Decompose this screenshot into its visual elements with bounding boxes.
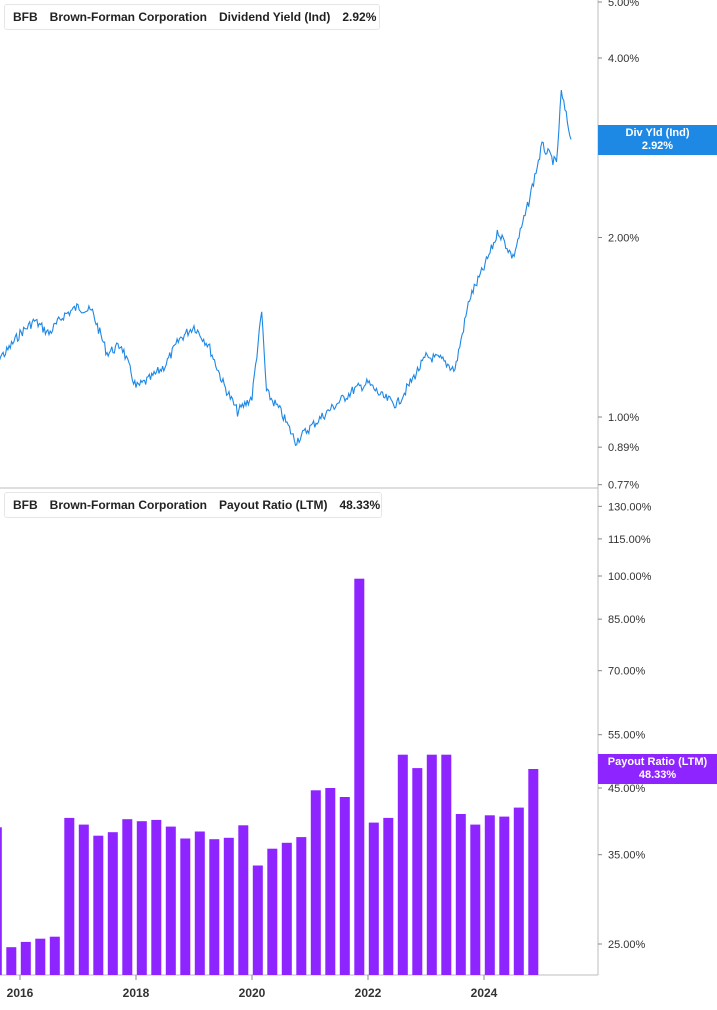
payout-bar bbox=[0, 827, 2, 975]
payout-bar bbox=[528, 769, 539, 975]
bottom-legend-value: 48.33% bbox=[339, 498, 381, 512]
top-flag-value: 2.92% bbox=[641, 140, 674, 152]
payout-bar bbox=[49, 936, 60, 975]
payout-bar bbox=[151, 819, 162, 975]
bottom-value-flag: Payout Ratio (LTM) 48.33% bbox=[598, 754, 717, 784]
payout-bar bbox=[93, 835, 104, 975]
payout-bar bbox=[122, 819, 133, 975]
bottom-legend: BFB Brown-Forman Corporation Payout Rati… bbox=[4, 492, 382, 518]
payout-bar bbox=[397, 754, 408, 975]
payout-bar bbox=[194, 831, 205, 975]
payout-bar bbox=[513, 807, 524, 975]
payout-bar bbox=[310, 790, 321, 975]
payout-bar bbox=[64, 817, 75, 975]
bottom-y-tick-label: 100.00% bbox=[608, 571, 652, 583]
payout-bar bbox=[339, 797, 350, 975]
payout-bar bbox=[238, 825, 249, 975]
top-legend-ticker: BFB bbox=[13, 10, 38, 24]
bottom-y-tick-label: 55.00% bbox=[608, 730, 646, 742]
top-legend-metric: Dividend Yield (Ind) bbox=[219, 10, 331, 24]
top-value-flag: Div Yld (Ind) 2.92% bbox=[598, 125, 717, 155]
payout-bar bbox=[325, 788, 336, 975]
bottom-y-tick-label: 70.00% bbox=[608, 666, 646, 678]
bottom-y-tick-label: 85.00% bbox=[608, 614, 646, 626]
top-legend-value: 2.92% bbox=[342, 10, 377, 24]
dividend-yield-line bbox=[0, 90, 572, 447]
payout-bar bbox=[6, 947, 17, 975]
x-tick-label: 2016 bbox=[7, 986, 34, 1000]
bottom-y-tick-label: 35.00% bbox=[608, 850, 646, 862]
payout-bar bbox=[209, 839, 220, 975]
payout-bar bbox=[281, 842, 292, 975]
top-legend-company: Brown-Forman Corporation bbox=[49, 10, 207, 24]
bottom-legend-metric: Payout Ratio (LTM) bbox=[219, 498, 328, 512]
x-tick-label: 2018 bbox=[123, 986, 150, 1000]
bottom-flag-value: 48.33% bbox=[638, 769, 677, 781]
payout-bar bbox=[252, 865, 263, 975]
payout-bar bbox=[354, 578, 365, 975]
top-y-tick-label: 1.00% bbox=[608, 412, 639, 424]
payout-bar bbox=[136, 821, 147, 975]
bottom-legend-ticker: BFB bbox=[13, 498, 38, 512]
payout-bar bbox=[223, 837, 234, 975]
top-y-tick-label: 2.00% bbox=[608, 233, 639, 245]
payout-bar bbox=[441, 754, 452, 975]
x-tick-label: 2020 bbox=[239, 986, 266, 1000]
top-flag-label: Div Yld (Ind) bbox=[625, 127, 690, 139]
payout-bar bbox=[165, 826, 176, 975]
payout-bar bbox=[180, 838, 191, 975]
bottom-legend-company: Brown-Forman Corporation bbox=[49, 498, 207, 512]
payout-bar bbox=[35, 938, 46, 975]
payout-bar bbox=[78, 824, 89, 975]
bottom-flag-label: Payout Ratio (LTM) bbox=[607, 756, 708, 768]
x-tick-label: 2022 bbox=[355, 986, 382, 1000]
top-y-tick-label: 0.77% bbox=[608, 480, 639, 492]
bottom-y-tick-label: 45.00% bbox=[608, 783, 646, 795]
payout-bar bbox=[296, 837, 307, 975]
payout-bar bbox=[107, 832, 118, 975]
bottom-y-tick-label: 25.00% bbox=[608, 939, 646, 951]
x-tick-label: 2024 bbox=[471, 986, 498, 1000]
payout-bar bbox=[20, 941, 31, 975]
payout-bar bbox=[412, 768, 423, 975]
bottom-y-tick-label: 115.00% bbox=[608, 534, 651, 546]
top-y-tick-label: 4.00% bbox=[608, 53, 639, 65]
payout-bar bbox=[368, 822, 379, 975]
top-y-tick-label: 5.00% bbox=[608, 0, 639, 9]
payout-bar bbox=[499, 816, 510, 975]
payout-bar bbox=[455, 814, 466, 975]
top-y-tick-label: 0.89% bbox=[608, 442, 639, 454]
payout-bar bbox=[484, 815, 495, 975]
top-legend: BFB Brown-Forman Corporation Dividend Yi… bbox=[4, 4, 380, 30]
bottom-y-tick-label: 130.00% bbox=[608, 501, 652, 513]
payout-bar bbox=[267, 848, 278, 975]
payout-bar bbox=[383, 817, 394, 975]
payout-bar bbox=[470, 824, 481, 975]
payout-bar bbox=[426, 754, 437, 975]
